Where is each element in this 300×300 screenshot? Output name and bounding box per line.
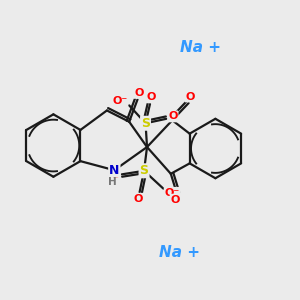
Text: H: H	[109, 177, 117, 187]
Text: O: O	[168, 111, 178, 122]
Text: N: N	[109, 164, 119, 177]
Text: O⁻: O⁻	[165, 188, 180, 198]
Text: O: O	[134, 194, 143, 204]
Text: O⁻: O⁻	[112, 96, 127, 106]
Text: O: O	[185, 92, 195, 101]
Text: S: S	[141, 117, 150, 130]
Text: O: O	[110, 170, 120, 180]
Text: O: O	[147, 92, 156, 102]
Text: Na +: Na +	[159, 245, 200, 260]
Text: S: S	[140, 164, 148, 177]
Text: Na +: Na +	[180, 40, 221, 55]
Text: O: O	[171, 195, 180, 205]
Text: O: O	[134, 88, 143, 98]
